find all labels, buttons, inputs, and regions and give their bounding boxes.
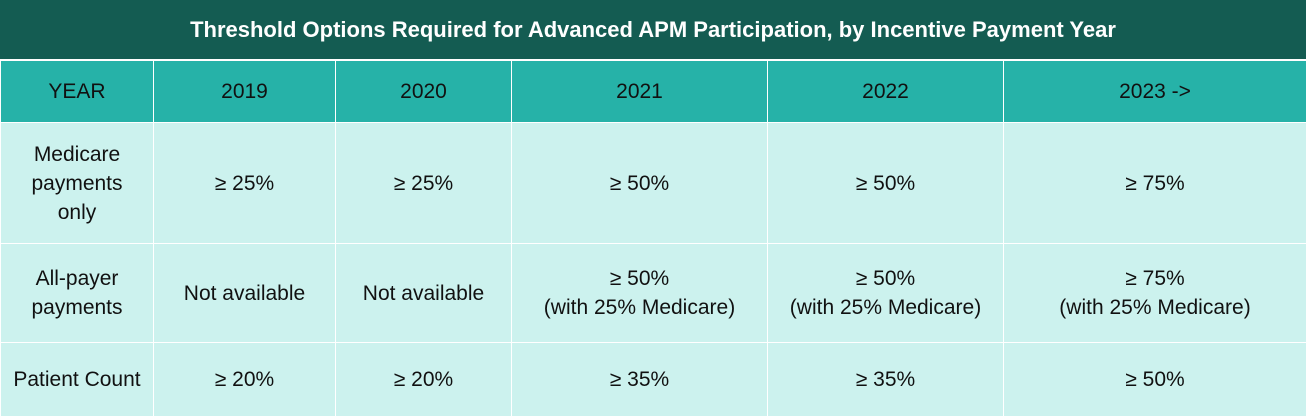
row-label-line: only <box>57 200 97 224</box>
cell-2022: ≥ 35% <box>767 342 1004 417</box>
cell-2020: ≥ 25% <box>335 122 512 244</box>
cell-value: ≥ 50% <box>855 171 916 195</box>
cell-value: ≥ 35% <box>855 368 916 391</box>
cell-2019: ≥ 25% <box>153 122 336 244</box>
cell-value: Not available <box>362 281 485 305</box>
cell-value: ≥ 20% <box>214 368 275 391</box>
row-label-line: All-payer <box>35 267 119 290</box>
row-label-line: Patient Count <box>13 368 141 391</box>
cell-value: Not available <box>183 281 306 305</box>
cell-2023-onward: ≥ 50% <box>1003 342 1307 417</box>
cell-2020: Not available <box>335 243 512 343</box>
cell-value: ≥ 25% <box>393 171 454 195</box>
cell-note: (with 25% Medicare) <box>1059 296 1251 319</box>
cell-2019: ≥ 20% <box>153 342 336 417</box>
table-title: Threshold Options Required for Advanced … <box>0 0 1306 60</box>
cell-value: ≥ 25% <box>214 171 275 195</box>
row-label: All-payer payments <box>0 243 154 343</box>
header-2023-onward: 2023 -> <box>1003 60 1307 123</box>
cell-2022: ≥ 50% (with 25% Medicare) <box>767 243 1004 343</box>
cell-2021: ≥ 50% <box>511 122 768 244</box>
row-medicare-payments-only: Medicare payments only ≥ 25% ≥ 25% ≥ 50%… <box>0 122 1307 244</box>
threshold-table: YEAR 2019 2020 2021 2022 2023 -> Medicar… <box>0 60 1307 417</box>
row-patient-count: Patient Count ≥ 20% ≥ 20% ≥ 35% ≥ 35% ≥ … <box>0 342 1307 417</box>
cell-2023-onward: ≥ 75% <box>1003 122 1307 244</box>
cell-2021: ≥ 35% <box>511 342 768 417</box>
header-2021: 2021 <box>511 60 768 123</box>
row-label: Patient Count <box>0 342 154 417</box>
cell-value: ≥ 50% <box>855 267 916 290</box>
cell-2023-onward: ≥ 75% (with 25% Medicare) <box>1003 243 1307 343</box>
row-all-payer-payments: All-payer payments Not available Not ava… <box>0 243 1307 343</box>
header-2020: 2020 <box>335 60 512 123</box>
cell-value: ≥ 75% <box>1125 267 1185 290</box>
row-label-line: payments <box>31 171 123 195</box>
cell-value: ≥ 50% <box>609 171 670 195</box>
cell-value: ≥ 35% <box>609 368 670 391</box>
cell-value: ≥ 50% <box>609 267 670 290</box>
cell-2022: ≥ 50% <box>767 122 1004 244</box>
row-label-line: payments <box>31 296 123 319</box>
cell-2019: Not available <box>153 243 336 343</box>
row-label-line: Medicare <box>33 142 121 166</box>
header-2019: 2019 <box>153 60 336 123</box>
row-label: Medicare payments only <box>0 122 154 244</box>
cell-value: ≥ 20% <box>393 368 454 391</box>
cell-value: ≥ 50% <box>1125 368 1185 391</box>
cell-note: (with 25% Medicare) <box>789 296 982 319</box>
header-2022: 2022 <box>767 60 1004 123</box>
header-year: YEAR <box>0 60 154 123</box>
header-row: YEAR 2019 2020 2021 2022 2023 -> <box>0 60 1307 123</box>
cell-2021: ≥ 50% (with 25% Medicare) <box>511 243 768 343</box>
cell-note: (with 25% Medicare) <box>543 296 736 319</box>
cell-value: ≥ 75% <box>1125 171 1185 195</box>
cell-2020: ≥ 20% <box>335 342 512 417</box>
